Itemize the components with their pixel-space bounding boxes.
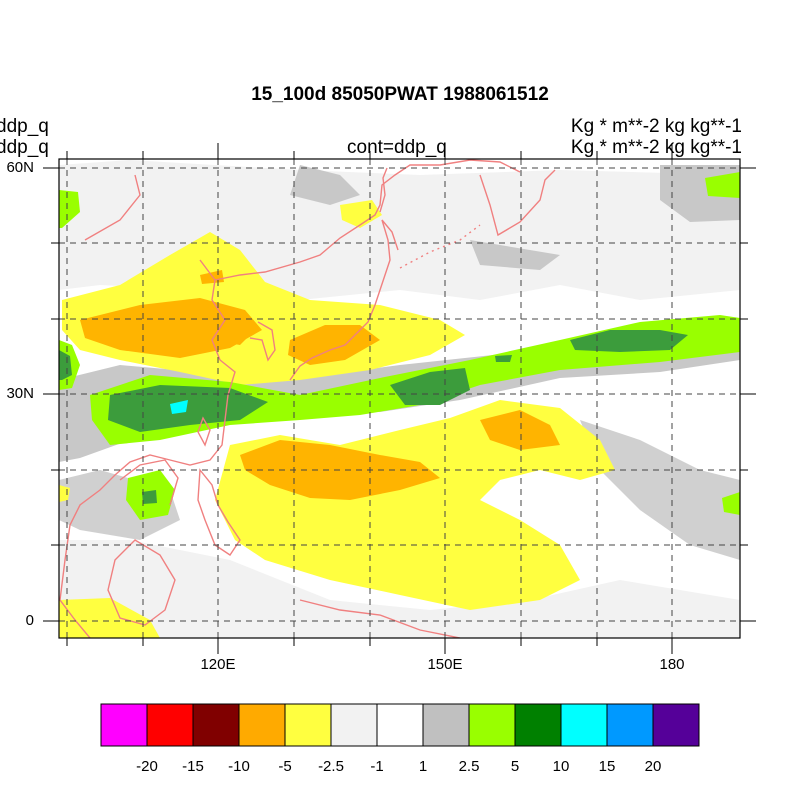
colorbar-box-5 <box>330 703 378 747</box>
colorbar-box-1 <box>146 703 194 747</box>
colorbar-label-9: 10 <box>552 758 570 775</box>
colorbar-box-10 <box>560 703 608 747</box>
field-light-green-nw <box>59 190 80 228</box>
colorbar-label-6: 1 <box>418 758 428 775</box>
colorbar-label-3: -5 <box>278 758 292 775</box>
colorbar-label-8: 5 <box>510 758 520 775</box>
coast-kamchatka <box>479 169 556 237</box>
field-light-green-ne <box>705 172 740 198</box>
colorbar-box-7 <box>422 703 470 747</box>
field-yellow-sw <box>59 598 160 638</box>
colorbar-label-2: -10 <box>228 758 250 775</box>
coast-sakhalin <box>379 167 388 213</box>
lon-label-180: 180 <box>659 656 685 673</box>
coast-philippines <box>197 468 241 556</box>
left-label-2: ddp_q <box>0 137 49 158</box>
field-yellow-okhotsk <box>340 200 382 228</box>
lon-label-120e: 120E <box>200 656 236 673</box>
field-orange-north <box>80 298 262 358</box>
coast-russia-far-east <box>214 159 521 281</box>
colorbar-box-8 <box>468 703 516 747</box>
axis-ticks <box>43 143 756 654</box>
colorbar-label-11: 20 <box>644 758 662 775</box>
coast-taiwan <box>197 416 211 447</box>
map-plot-area <box>59 159 740 638</box>
field-orange-south-2 <box>480 410 560 450</box>
field-dark-green-far-west <box>59 350 72 380</box>
colorbar-box-9 <box>514 703 562 747</box>
lat-label-60n: 60N <box>6 159 34 176</box>
field-dark-green-spot <box>495 355 512 362</box>
lat-label-0: 0 <box>25 612 34 629</box>
coast-new-guinea <box>299 599 461 638</box>
plot-title: 15_100d 85050PWAT 1988061512 <box>251 84 549 105</box>
colorbar-box-4 <box>284 703 332 747</box>
map-frame <box>58 158 741 639</box>
colorbar-label-4: -2.5 <box>318 758 344 775</box>
coast-korea <box>249 321 276 362</box>
field-dark-green-center <box>390 368 470 405</box>
coast-kurils <box>399 224 481 269</box>
colorbar-box-12 <box>652 703 700 747</box>
colorbar <box>100 703 700 747</box>
colorbar-box-11 <box>606 703 654 747</box>
gridlines <box>59 159 740 638</box>
field-dark-green-philippines <box>142 490 157 504</box>
lat-label-30n: 30N <box>6 385 34 402</box>
colorbar-box-2 <box>192 703 240 747</box>
units-label-2: Kg * m**-2 kg kg**-1 <box>570 137 742 158</box>
contour-label: cont=ddp_q <box>347 137 447 158</box>
lon-label-150e: 150E <box>427 656 463 673</box>
colorbar-box-6 <box>376 703 424 747</box>
field-cyan-spot <box>170 400 188 414</box>
units-label-1: Kg * m**-2 kg kg**-1 <box>570 116 742 137</box>
field-light-gray-south <box>59 540 740 638</box>
colorbar-label-5: -1 <box>370 758 384 775</box>
coast-hainan <box>119 459 179 506</box>
colorbar-box-0 <box>100 703 148 747</box>
field-gray-north <box>290 165 740 270</box>
coast-asia-mainland <box>59 174 236 638</box>
colorbar-label-0: -20 <box>136 758 158 775</box>
field-orange-japan <box>288 325 380 365</box>
left-label-1: ddp_q <box>0 116 49 137</box>
colorbar-box-3 <box>238 703 286 747</box>
colorbar-label-10: 15 <box>598 758 616 775</box>
coast-japan <box>289 219 399 381</box>
field-dark-green-east <box>570 330 688 352</box>
colorbar-label-7: 2.5 <box>458 758 480 775</box>
field-light-green-se <box>722 492 740 515</box>
colorbar-label-1: -15 <box>182 758 204 775</box>
